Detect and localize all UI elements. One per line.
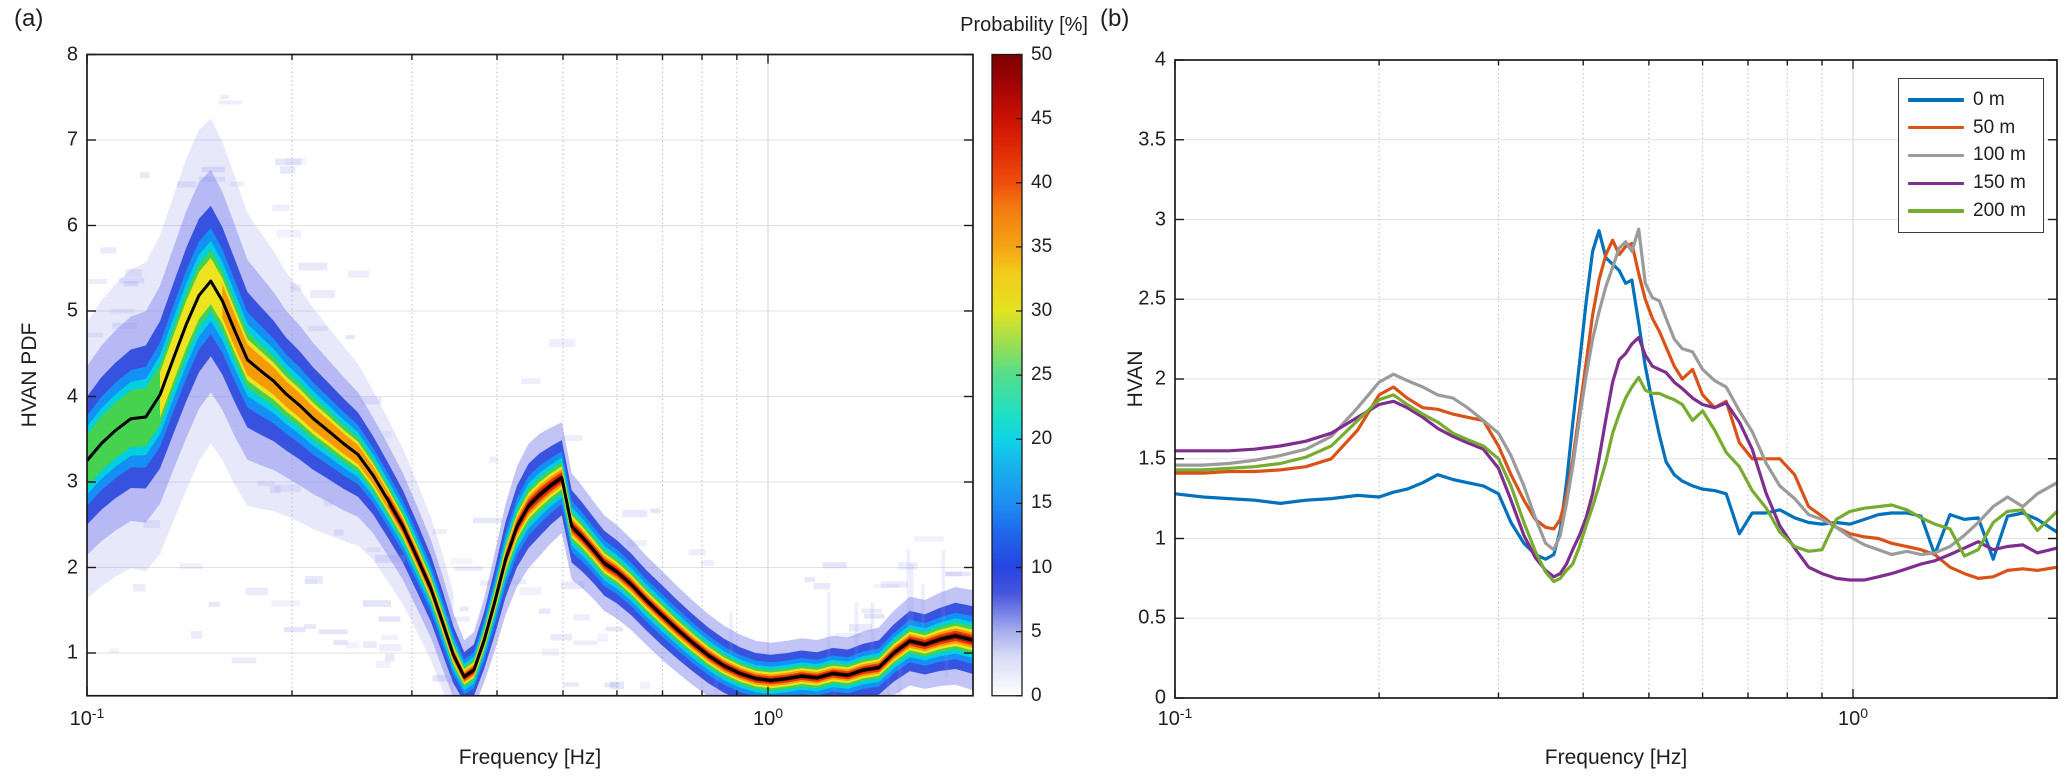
colorbar-tick-label: 25	[1031, 364, 1053, 386]
legend-line-sample	[1908, 181, 1964, 185]
legend-line-sample	[1908, 209, 1964, 213]
panel-a-y-tick-label: 2	[66, 556, 78, 578]
series-0m	[1175, 229, 2057, 561]
panel-b-y-tick-label: 0	[1154, 686, 1166, 709]
colorbar-title: Probability [%]	[960, 14, 1088, 36]
panel-b-y-tick-label: 3.5	[1138, 128, 1166, 151]
colorbar-tick-label: 15	[1031, 492, 1053, 514]
legend-line-sample	[1908, 125, 1964, 130]
legend-label: 100 m	[1973, 144, 2026, 166]
colorbar-tick-label: 10	[1031, 556, 1053, 578]
panel-b-y-tick-label: 1	[1154, 527, 1166, 549]
panel-a-y-axis-title: HVAN PDF	[18, 322, 41, 428]
series-200m	[1175, 375, 2057, 584]
panel-b-letter: (b)	[1100, 5, 1130, 32]
density-speckles	[87, 94, 971, 696]
legend-entry-200m: 200 m	[1899, 200, 2043, 222]
colorbar-tick-label: 35	[1031, 235, 1053, 257]
legend-label: 50 m	[1973, 116, 2016, 138]
panel-a-letter: (a)	[14, 5, 44, 32]
panel-b-y-tick-label: 2.5	[1138, 287, 1166, 310]
panel-a-x-tick-label: 10-1	[69, 705, 105, 730]
panel-a-y-tick-label: 3	[66, 470, 78, 493]
probability-density-bands	[87, 118, 973, 696]
panel-a-y-tick-label: 1	[66, 641, 78, 664]
axes-frame-b	[1174, 59, 2058, 699]
panel-a-x-tick-label: 100	[752, 705, 784, 730]
hvan-series	[1175, 227, 2057, 584]
panel-b-x-axis-title: Frequency [Hz]	[1544, 746, 1688, 769]
panel-b-x-tick-label: 100	[1837, 705, 1869, 730]
colorbar-tick-label: 5	[1031, 620, 1042, 642]
colorbar-tick-label: 0	[1031, 684, 1042, 706]
series-100m	[1175, 227, 2057, 557]
panel-a-y-tick-label: 7	[66, 128, 78, 151]
legend-box: 0 m 50 m 100 m 150 m 200 m	[1898, 78, 2044, 233]
panel-b-x-tick-label: 10-1	[1157, 705, 1193, 730]
legend-label: 200 m	[1973, 200, 2026, 222]
legend-line-sample	[1908, 153, 1964, 158]
panel-b-y-tick-label: 3	[1154, 208, 1166, 230]
panel-a-y-tick-label: 6	[66, 214, 78, 236]
colorbar-tick-label: 40	[1031, 171, 1053, 193]
legend-entry-50m: 50 m	[1899, 117, 2043, 139]
colorbar-tick-label: 20	[1031, 428, 1053, 450]
panel-b-y-tick-label: 0.5	[1138, 606, 1166, 629]
legend-entry-0m: 0 m	[1899, 89, 2043, 111]
panel-b-y-axis-title: HVAN	[1124, 350, 1147, 408]
legend-entry-100m: 100 m	[1899, 144, 2043, 166]
panel-a-x-axis-title: Frequency [Hz]	[458, 746, 602, 769]
axes-frame-a	[86, 53, 974, 697]
panel-b-y-tick-label: 2	[1154, 367, 1166, 390]
colorbar-tick-label: 45	[1031, 107, 1053, 129]
colorbar-tick-label: 50	[1031, 43, 1053, 65]
series-150m	[1175, 335, 2057, 582]
panel-a-y-tick-label: 4	[66, 385, 78, 407]
legend-label: 150 m	[1973, 172, 2026, 194]
colorbar-tick-label: 30	[1031, 300, 1053, 321]
series-50m	[1175, 238, 2057, 581]
panel-a-y-tick-label: 5	[66, 299, 78, 322]
colorbar	[991, 53, 1023, 697]
panel-b-y-tick-label: 1.5	[1138, 447, 1166, 470]
panel-b-y-tick-label: 4	[1154, 48, 1166, 71]
legend-line-sample	[1908, 98, 1964, 102]
legend-entry-150m: 150 m	[1899, 172, 2043, 194]
legend-label: 0 m	[1973, 88, 2005, 110]
median-curve	[87, 279, 973, 682]
panel-a-y-tick-label: 8	[66, 43, 78, 65]
